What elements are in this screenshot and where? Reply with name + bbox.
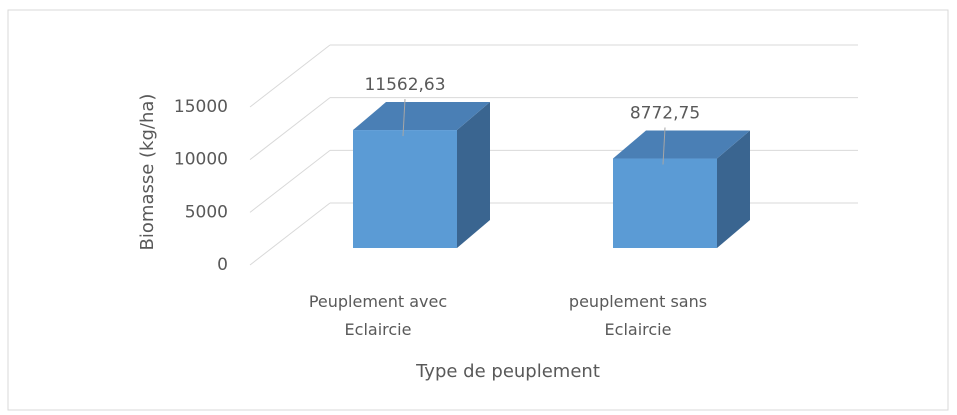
bar-top [353,102,490,131]
x-axis-title: Type de peuplement [415,361,600,382]
data-label: 8772,75 [630,104,700,124]
grid-line-side [249,149,331,213]
y-axis-title: Biomasse (kg/ha) [137,94,158,251]
y-tick-label: 10000 [174,150,228,170]
leader-line [402,99,406,137]
bar [613,158,717,248]
grid-line-side [249,97,331,161]
grid-line-side [249,44,331,108]
bar-top [613,130,750,159]
bar [353,130,457,248]
x-tick-label: peuplement sans Eclaircie [568,292,708,339]
data-label: 11562,63 [364,75,445,95]
grid-line-side [249,202,331,266]
bar-side [457,102,490,248]
leader-line [662,127,666,165]
y-tick-label: 5000 [185,202,228,222]
y-tick-label: 0 [217,255,228,275]
x-tick-label: Peuplement avec Eclaircie [308,292,448,339]
y-tick-label: 15000 [174,97,228,117]
bar-side [717,130,750,248]
